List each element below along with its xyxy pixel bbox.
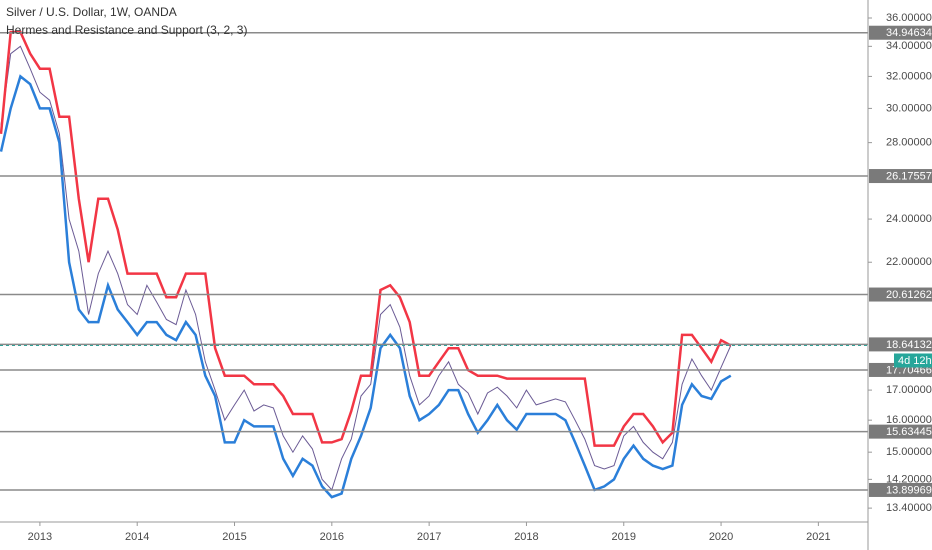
level-label: 26.17557 [886, 170, 932, 182]
y-tick-label: 36.00000 [886, 12, 932, 24]
level-label: 20.61262 [886, 289, 932, 301]
y-tick-label: 17.00000 [886, 384, 932, 396]
level-label: 34.94634 [886, 27, 932, 39]
level-label-box [869, 337, 932, 352]
y-tick-label: 14.20000 [886, 473, 932, 485]
y-tick-label: 28.00000 [886, 137, 932, 149]
level-label-box [869, 482, 932, 497]
y-tick-label: 34.00000 [886, 40, 932, 52]
x-tick-label: 2020 [709, 531, 733, 543]
countdown: 4d 12h [898, 355, 932, 367]
level-label-box [869, 25, 932, 40]
x-tick-label: 2016 [320, 531, 344, 543]
price-line [0, 30, 732, 447]
price-line [0, 74, 732, 499]
chart-title: Silver / U.S. Dollar, 1W, OANDA [6, 5, 177, 19]
y-tick-label: 24.00000 [886, 213, 932, 225]
x-tick-label: 2018 [514, 531, 538, 543]
y-tick-label: 30.00000 [886, 102, 932, 114]
plot-area [0, 30, 868, 499]
x-tick-label: 2014 [125, 531, 149, 543]
x-tick-label: 2015 [222, 531, 246, 543]
y-tick-label: 16.00000 [886, 414, 932, 426]
countdown-box [894, 353, 932, 368]
x-tick-label: 2021 [806, 531, 830, 543]
x-tick-label: 2017 [417, 531, 441, 543]
y-tick-label: 13.40000 [886, 502, 932, 514]
level-label: 18.64132 [886, 339, 932, 351]
level-label: 15.63445 [886, 426, 932, 438]
level-label-box [869, 169, 932, 184]
y-tick-label: 32.00000 [886, 70, 932, 82]
y-tick-label: 22.00000 [886, 256, 932, 268]
price-line [0, 45, 732, 491]
indicator-title: Hermes and Resistance and Support (3, 2,… [6, 23, 247, 37]
x-tick-label: 2019 [612, 531, 636, 543]
y-tick-label: 15.00000 [886, 446, 932, 458]
level-label: 13.89969 [886, 484, 932, 496]
level-label-box [869, 424, 932, 439]
level-label-box [869, 287, 932, 302]
x-tick-label: 2013 [28, 531, 52, 543]
